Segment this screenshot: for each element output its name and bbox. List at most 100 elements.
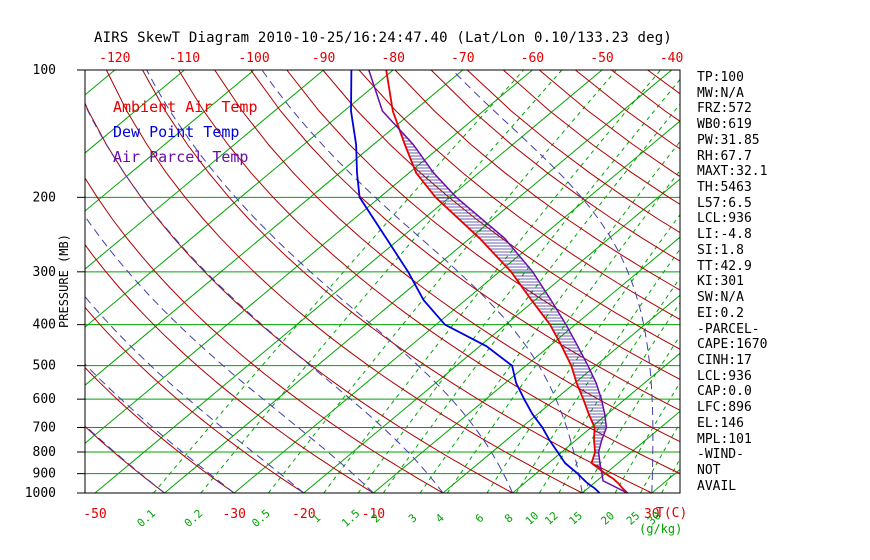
moist-adiabat-line [451, 70, 654, 493]
dry-adiabat-line [286, 70, 680, 380]
bottom-temp-label: -30 [222, 507, 245, 522]
pressure-tick-label: 700 [33, 421, 56, 436]
stats-item: CAPE:1670 [697, 337, 768, 353]
mixing-ratio-label: 6 [473, 511, 487, 525]
dry-adiabat-line [466, 70, 680, 234]
temp-axis-unit-label: T(C) [656, 506, 688, 521]
dew-point-curve [350, 70, 601, 493]
stats-item: CAP:0.0 [697, 384, 752, 400]
pressure-tick-label: 800 [33, 445, 56, 460]
stats-item: SW:N/A [697, 290, 744, 306]
bottom-temp-label: 30 [644, 507, 660, 522]
mixing-ratio-label: 3 [406, 511, 420, 525]
dry-adiabat-line [142, 70, 653, 493]
stats-item: AVAIL [697, 478, 737, 494]
mixing-ratio-line [558, 302, 680, 493]
top-temp-label: -90 [312, 51, 335, 66]
stats-item: L57:6.5 [697, 195, 752, 211]
isotherm-line [581, 410, 680, 493]
dry-adiabat-line [502, 70, 680, 205]
mixing-ratio-label: 15 [566, 509, 585, 528]
stats-item: -PARCEL- [697, 321, 760, 337]
legend-dew-point-temp: Dew Point Temp [113, 123, 240, 141]
stats-item: LI:-4.8 [697, 227, 752, 243]
mixing-ratio-label: 4 [433, 511, 447, 525]
top-temp-label: -60 [521, 51, 544, 66]
stats-item: RH:67.7 [697, 148, 752, 164]
moist-adiabat-line [861, 70, 870, 493]
isotherm-line [94, 70, 603, 493]
mixing-ratio-label: 20 [598, 509, 617, 528]
chart-title: AIRS SkewT Diagram 2010-10-25/16:24:47.4… [93, 30, 673, 46]
dry-adiabat-line [85, 243, 375, 493]
dry-adiabat-line [250, 70, 680, 411]
mixing-ratio-line [153, 70, 524, 493]
moist-adiabat-line [85, 215, 374, 493]
mixing-ratio-label: 10 [523, 509, 542, 528]
pressure-tick-label: 400 [33, 318, 56, 333]
isotherm-line [373, 236, 680, 493]
bottom-temp-label: -10 [362, 507, 385, 522]
stats-item: MPL:101 [697, 431, 752, 447]
isotherm-line [85, 70, 185, 154]
top-temp-label: -50 [590, 51, 613, 66]
dry-adiabat-line [105, 70, 584, 493]
ambient-temp-curve [385, 70, 629, 493]
mixing-ratio-line [268, 70, 617, 493]
stats-panel: TP:100 MW:N/A FRZ:572 WB0:619 PW:31.85 RH:67.… [697, 71, 767, 493]
isotherm-line [442, 294, 680, 493]
top-temp-label: -120 [99, 51, 130, 66]
mixing-ratio-line [614, 381, 680, 493]
pressure-tick-label: 500 [33, 359, 56, 374]
stats-item: NOT [697, 462, 721, 478]
moist-adiabat-line [791, 70, 870, 493]
dry-adiabat-line [358, 70, 680, 320]
stats-item: -WIND- [697, 447, 744, 463]
legend-ambient-air-temp: Ambient Air Temp [113, 98, 258, 116]
stats-item: KI:301 [697, 274, 744, 290]
dry-adiabat-line [430, 70, 680, 262]
stats-item: MAXT:32.1 [697, 164, 768, 180]
stats-item: TT:42.9 [697, 258, 752, 274]
mixing-ratio-label: 0.2 [182, 507, 205, 530]
isotherm-line [85, 70, 324, 270]
isotherm-line [512, 352, 680, 493]
mixing-ratio-line [446, 169, 680, 493]
stats-item: LCL:936 [697, 211, 752, 227]
bottom-temp-label: -50 [83, 507, 106, 522]
mixing-ratio-line [538, 277, 680, 493]
pressure-tick-label: 300 [33, 265, 56, 280]
mixing-ratio-line [640, 421, 680, 493]
stats-item: EL:146 [697, 415, 744, 431]
mixing-ratio-label: 0.1 [135, 507, 158, 530]
isotherm-line [303, 178, 680, 493]
stats-item: PW:31.85 [697, 132, 760, 148]
isotherm-line [85, 70, 394, 328]
mixing-ratio-line [357, 78, 680, 493]
stats-item: LCL:936 [697, 368, 752, 384]
dry-adiabat-line [394, 70, 680, 291]
top-temp-label: -100 [238, 51, 269, 66]
mixing-ratio-line [582, 335, 680, 493]
plot-area [85, 70, 870, 493]
pressure-tick-label: 1000 [25, 486, 56, 501]
air-parcel-curve [368, 70, 628, 493]
dry-adiabat-line [85, 177, 445, 493]
mixing-ratio-line [419, 140, 680, 493]
stats-item: TP:100 [697, 70, 744, 85]
pressure-tick-label: 100 [33, 63, 56, 78]
top-temp-label: -110 [169, 51, 200, 66]
stats-item: MW:N/A [697, 85, 744, 101]
stats-item: WB0:619 [697, 117, 752, 133]
pressure-tick-label: 600 [33, 392, 56, 407]
stats-item: CINH:17 [697, 352, 752, 368]
legend-air-parcel-temp: Air Parcel Temp [113, 148, 249, 166]
pressure-tick-label: 900 [33, 467, 56, 482]
pressure-tick-label: 200 [33, 190, 56, 205]
plot-frame [84, 69, 681, 494]
stats-item: EI:0.2 [697, 305, 744, 321]
mixing-ratio-line [661, 457, 680, 493]
legend: Ambient Air Temp Dew Point Temp Air Parc… [113, 95, 258, 170]
